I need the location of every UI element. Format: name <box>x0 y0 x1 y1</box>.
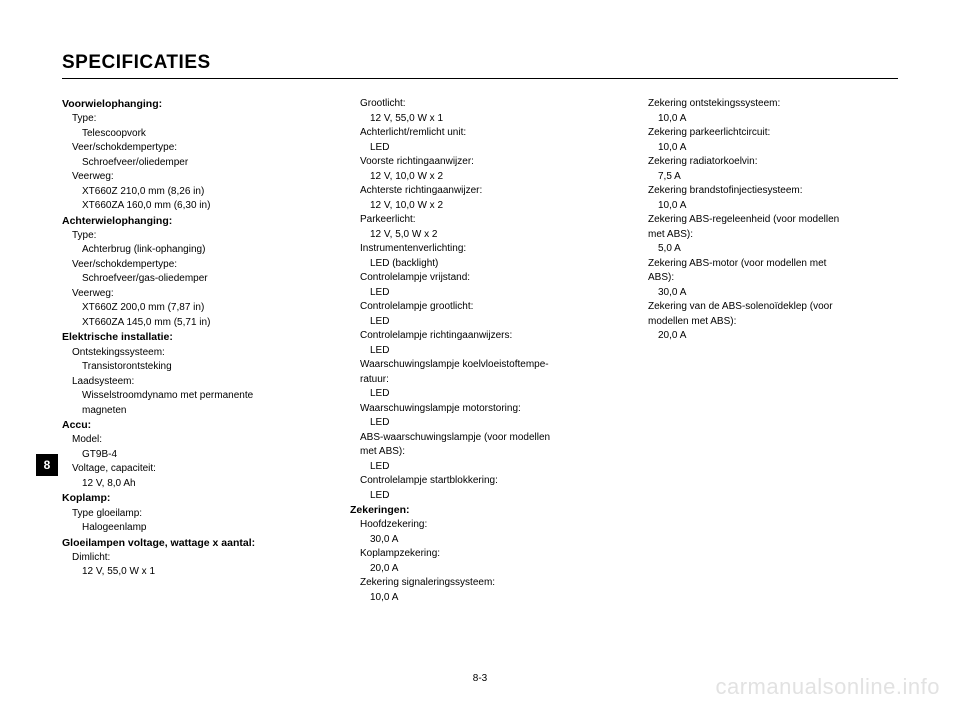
spec-value: Achterbrug (link-ophanging) <box>62 243 322 258</box>
spec-value: LED <box>350 416 610 431</box>
spec-value: LED <box>350 387 610 402</box>
spec-value: LED <box>350 315 610 330</box>
section-heading: Accu: <box>62 418 322 433</box>
spec-value: Transistorontsteking <box>62 360 322 375</box>
spec-value: XT660Z 210,0 mm (8,26 in) <box>62 185 322 200</box>
spec-label: Veerweg: <box>62 170 322 185</box>
spec-value: XT660ZA 145,0 mm (5,71 in) <box>62 316 322 331</box>
page-title: SPECIFICATIES <box>62 52 898 74</box>
spec-value: 10,0 A <box>350 591 610 606</box>
spec-value: 12 V, 10,0 W x 2 <box>350 199 610 214</box>
spec-label: Laadsysteem: <box>62 375 322 390</box>
spec-label: Voltage, capaciteit: <box>62 462 322 477</box>
section-heading: Elektrische installatie: <box>62 330 322 345</box>
section-heading: Koplamp: <box>62 491 322 506</box>
spec-value: 10,0 A <box>638 199 898 214</box>
spec-value: LED <box>350 286 610 301</box>
spec-value: 12 V, 10,0 W x 2 <box>350 170 610 185</box>
chapter-tab: 8 <box>36 454 58 476</box>
spec-label: Veer/schokdempertype: <box>62 141 322 156</box>
page: SPECIFICATIES 8 Voorwielophanging: Type:… <box>0 0 960 712</box>
spec-value: LED <box>350 141 610 156</box>
spec-value: 7,5 A <box>638 170 898 185</box>
column-1: Voorwielophanging: Type: Telescoopvork V… <box>62 97 322 605</box>
spec-value: XT660ZA 160,0 mm (6,30 in) <box>62 199 322 214</box>
spec-label: Type: <box>62 229 322 244</box>
spec-label: Model: <box>62 433 322 448</box>
spec-label: Zekering parkeerlichtcircuit: <box>638 126 898 141</box>
spec-value: 20,0 A <box>350 562 610 577</box>
spec-value: Telescoopvork <box>62 127 322 142</box>
spec-value: 10,0 A <box>638 112 898 127</box>
column-3: Zekering ontstekingssysteem: 10,0 A Zeke… <box>638 97 898 605</box>
spec-label: Ontstekingssysteem: <box>62 346 322 361</box>
spec-value: 12 V, 55,0 W x 1 <box>62 565 322 580</box>
spec-label: Zekering ABS-regeleenheid (voor modellen <box>638 213 898 228</box>
spec-value: 20,0 A <box>638 329 898 344</box>
spec-label: Zekering van de ABS-solenoïdeklep (voor <box>638 300 898 315</box>
spec-value: 10,0 A <box>638 141 898 156</box>
spec-label: Hoofdzekering: <box>350 518 610 533</box>
spec-label: Grootlicht: <box>350 97 610 112</box>
spec-label: ratuur: <box>350 373 610 388</box>
spec-label: Zekering signaleringssysteem: <box>350 576 610 591</box>
column-2: Grootlicht: 12 V, 55,0 W x 1 Achterlicht… <box>350 97 610 605</box>
spec-value: Wisselstroomdynamo met permanente <box>62 389 322 404</box>
spec-label: Controlelampje grootlicht: <box>350 300 610 315</box>
spec-label: met ABS): <box>638 228 898 243</box>
spec-value: 5,0 A <box>638 242 898 257</box>
spec-label: Type gloeilamp: <box>62 507 322 522</box>
spec-label: Achterste richtingaanwijzer: <box>350 184 610 199</box>
spec-value: Halogeenlamp <box>62 521 322 536</box>
spec-label: Zekering ABS-motor (voor modellen met <box>638 257 898 272</box>
spec-label: Voorste richtingaanwijzer: <box>350 155 610 170</box>
spec-label: Zekering radiatorkoelvin: <box>638 155 898 170</box>
spec-value: 12 V, 8,0 Ah <box>62 477 322 492</box>
spec-label: Type: <box>62 112 322 127</box>
spec-value: GT9B-4 <box>62 448 322 463</box>
spec-label: Waarschuwingslampje koelvloeistoftempe- <box>350 358 610 373</box>
section-heading: Gloeilampen voltage, wattage x aantal: <box>62 536 322 551</box>
section-heading: Achterwielophanging: <box>62 214 322 229</box>
spec-value: LED <box>350 460 610 475</box>
spec-value: LED <box>350 489 610 504</box>
spec-label: ABS-waarschuwingslampje (voor modellen <box>350 431 610 446</box>
section-heading: Voorwielophanging: <box>62 97 322 112</box>
spec-label: Parkeerlicht: <box>350 213 610 228</box>
spec-value: Schroefveer/oliedemper <box>62 156 322 171</box>
watermark: carmanualsonline.info <box>715 674 940 700</box>
spec-label: Controlelampje vrijstand: <box>350 271 610 286</box>
spec-label: Zekering brandstofinjectiesysteem: <box>638 184 898 199</box>
spec-label: Controlelampje richtingaanwijzers: <box>350 329 610 344</box>
spec-value: Schroefveer/gas-oliedemper <box>62 272 322 287</box>
spec-label: ABS): <box>638 271 898 286</box>
spec-value: LED <box>350 344 610 359</box>
content-columns: Voorwielophanging: Type: Telescoopvork V… <box>62 97 898 605</box>
spec-label: Zekering ontstekingssysteem: <box>638 97 898 112</box>
section-heading: Zekeringen: <box>350 503 610 518</box>
spec-value: 30,0 A <box>638 286 898 301</box>
spec-label: met ABS): <box>350 445 610 460</box>
spec-value: 12 V, 5,0 W x 2 <box>350 228 610 243</box>
spec-label: Waarschuwingslampje motorstoring: <box>350 402 610 417</box>
spec-value: magneten <box>62 404 322 419</box>
spec-label: Controlelampje startblokkering: <box>350 474 610 489</box>
spec-value: 12 V, 55,0 W x 1 <box>350 112 610 127</box>
spec-label: Koplampzekering: <box>350 547 610 562</box>
spec-label: Veerweg: <box>62 287 322 302</box>
spec-label: modellen met ABS): <box>638 315 898 330</box>
title-rule <box>62 78 898 79</box>
spec-label: Instrumentenverlichting: <box>350 242 610 257</box>
spec-value: 30,0 A <box>350 533 610 548</box>
spec-value: XT660Z 200,0 mm (7,87 in) <box>62 301 322 316</box>
spec-label: Veer/schokdempertype: <box>62 258 322 273</box>
spec-label: Achterlicht/remlicht unit: <box>350 126 610 141</box>
spec-value: LED (backlight) <box>350 257 610 272</box>
spec-label: Dimlicht: <box>62 551 322 566</box>
